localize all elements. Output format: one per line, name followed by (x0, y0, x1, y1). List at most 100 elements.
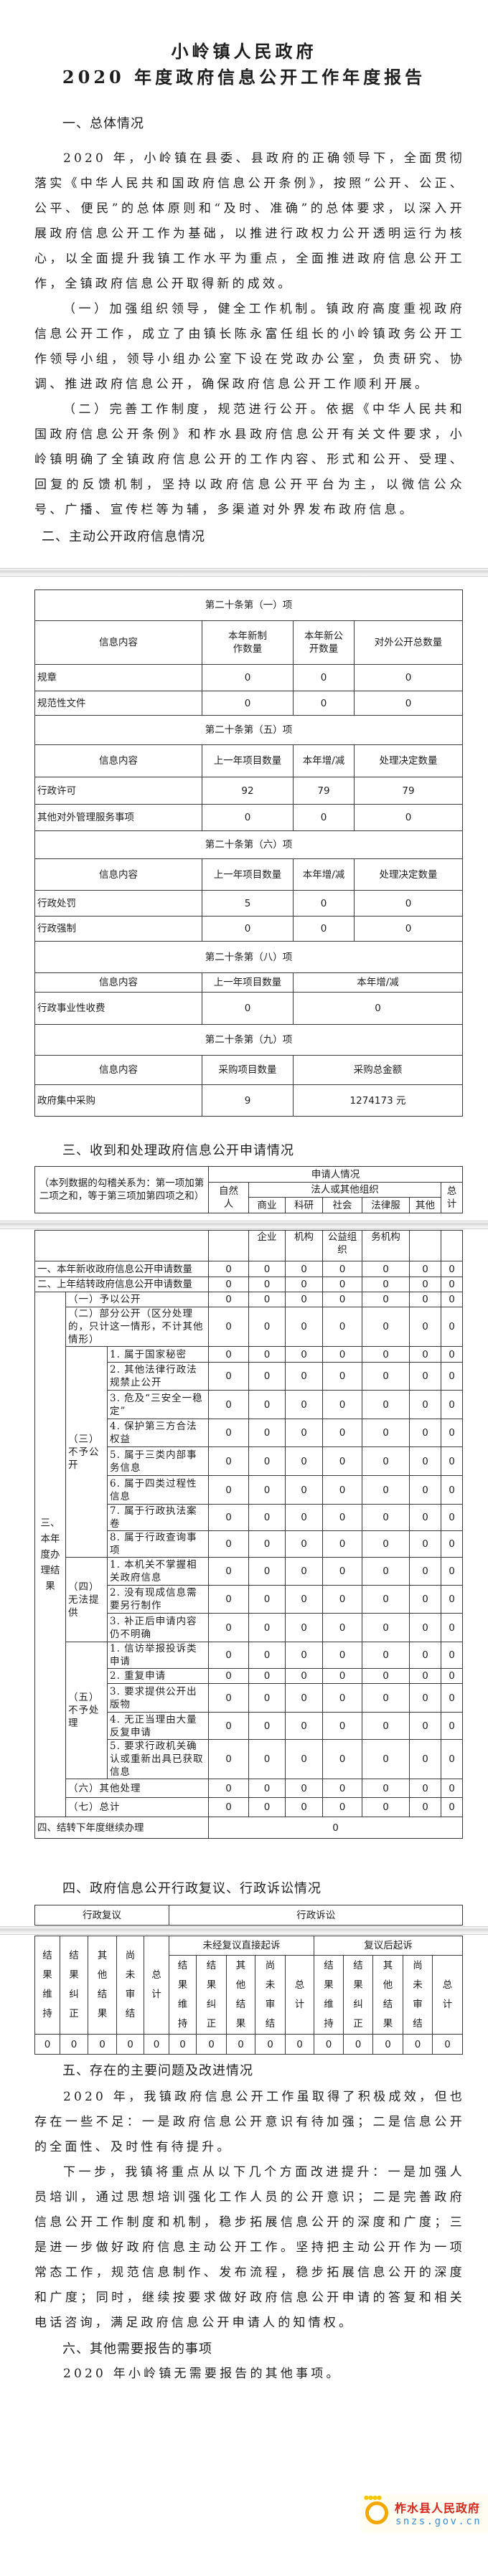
value-cell: 0 (208, 1585, 250, 1614)
value-cell: 0 (60, 2034, 88, 2055)
column-header: 总计 (144, 1936, 169, 2035)
column-header: 本年增/减 (293, 972, 463, 993)
value-cell: 0 (322, 1683, 363, 1713)
value-cell: 0 (208, 1642, 250, 1669)
column-header: 公益组织 (322, 1230, 363, 1261)
value-cell: 0 (248, 1585, 286, 1614)
value-cell: 0 (409, 1446, 442, 1476)
column-header: 行政诉讼 (169, 1905, 464, 1926)
column-header: 结果维持 (34, 1936, 60, 2035)
value-cell: 0 (362, 1613, 410, 1642)
value-cell: 9 (202, 1084, 294, 1117)
column-header: 未经复议直接起诉 (169, 1936, 314, 1956)
value-cell: 0 (322, 1446, 363, 1476)
value-cell: 0 (441, 1530, 464, 1558)
value-cell: 0 (409, 1346, 442, 1363)
value-cell: 79 (293, 777, 355, 805)
value-cell: 0 (248, 1779, 286, 1798)
table-row: 信息内容 本年新制作数量 本年新公开数量 对外公开总数量 (34, 620, 463, 665)
block-title: 第二十条第（一）项 (34, 589, 463, 621)
table-row: 其他对外管理服务事项 0 0 0 (34, 804, 463, 831)
value-cell: 0 (144, 2034, 169, 2055)
value-cell: 0 (362, 1557, 410, 1586)
column-header: 本年增/减 (293, 744, 355, 777)
value-cell: 0 (322, 1346, 363, 1363)
column-header: 本年新公开数量 (293, 620, 355, 665)
row-label: 8. 属于行政查询事项 (106, 1530, 210, 1558)
value-cell: 0 (441, 1683, 464, 1713)
value-cell: 0 (322, 1307, 363, 1347)
value-cell: 0 (431, 2034, 464, 2055)
row-label: 行政处罚 (34, 890, 202, 917)
value-cell: 0 (362, 1668, 410, 1684)
table-note: （本列数据的勾稽关系为：第一项加第二项之和，等于第三项加第四项之和） (34, 1166, 210, 1213)
value-cell: 0 (248, 1261, 286, 1277)
value-cell: 0 (202, 916, 294, 942)
table-row: 信息内容 上一年项目数量 本年增/减 处理决定数量 (34, 858, 463, 891)
block-title: 第二十条第（六）项 (34, 830, 463, 859)
table-cell (441, 1230, 464, 1261)
section6-paragraph: 2020 年小岭镇无需要报告的其他事项。 (63, 2367, 342, 2381)
value-cell: 0 (441, 1475, 464, 1505)
table-row: （本列数据的勾稽关系为：第一项加第二项之和，等于第三项加第四项之和） 申请人情况 (34, 1166, 464, 1213)
value-cell: 0 (441, 1504, 464, 1531)
table-row: 自然人 法人或其他组织 总计 (35, 1182, 464, 1213)
value-cell: 0 (362, 1362, 410, 1391)
row-label: 1. 本机关不掌握相关政府信息 (106, 1557, 210, 1586)
row-label: 行政强制 (34, 916, 202, 942)
table-row: （四）无法提供 1. 本机关不掌握相关政府信息 0 0 0 0 0 0 0 (35, 1557, 464, 1642)
value-cell: 0 (441, 1277, 464, 1292)
value-cell: 0 (285, 1419, 324, 1447)
value-cell: 0 (362, 1739, 410, 1779)
column-header: 复议后起诉 (313, 1936, 464, 1956)
value-cell: 0 (208, 1504, 250, 1531)
value-cell: 0 (202, 992, 294, 1025)
row-label: （七）总计 (65, 1797, 210, 1817)
value-cell: 0 (293, 691, 355, 716)
value-cell: 0 (248, 1642, 286, 1669)
value-cell: 0 (248, 1292, 286, 1307)
table-row: 5. 要求行政机关确认或重新出具已获取信息 0 0 0 0 0 0 0 (35, 1739, 464, 1779)
column-header: 结果纠正 (196, 1955, 227, 2035)
cell-text: 尚未审结 (125, 1950, 136, 2019)
value-cell: 0 (248, 1739, 286, 1779)
value-cell: 0 (208, 1475, 250, 1505)
column-header: 上一年项目数量 (202, 744, 294, 777)
column-header: 采购项目数量 (202, 1055, 294, 1085)
value-cell: 0 (322, 1668, 363, 1684)
cell-text: 结果纠正 (353, 1959, 363, 2030)
table-row: （五）不予处理 1. 信访举报投诉类申请 0 0 0 0 0 0 0 (35, 1642, 464, 1779)
table-row: 行政处罚 5 0 0 (34, 890, 463, 917)
value-cell: 0 (409, 1390, 442, 1419)
value-cell: 0 (441, 1797, 464, 1817)
section2-heading: 二、主动公开政府信息情况 (42, 529, 205, 544)
table-row: 2. 重复申请 0 0 0 0 0 0 0 (35, 1668, 464, 1684)
row-label: （一）予以公开 (65, 1292, 210, 1307)
row-label: 四、结转下年度继续办理 (34, 1817, 210, 1839)
table-row: 2. 没有现成信息需要另行制作 0 0 0 0 0 0 0 (35, 1585, 464, 1614)
value-cell: 0 (202, 804, 294, 831)
column-header: 结果纠正 (343, 1955, 373, 2035)
column-header: 结果维持 (314, 1955, 344, 2035)
value-cell: 0 (362, 1797, 410, 1817)
cell-text: 总计 (294, 1979, 305, 2010)
column-header: 信息内容 (34, 744, 202, 777)
column-header: 其他 (409, 1197, 442, 1213)
value-cell: 0 (322, 1292, 363, 1307)
column-header: 总计 (441, 1182, 464, 1213)
row-label: 3. 补正后申请内容仍不明确 (106, 1613, 210, 1642)
value-cell: 0 (248, 1475, 286, 1505)
value-cell: 0 (293, 804, 355, 831)
cell-text: 本年新公开数量 (304, 630, 343, 655)
column-header: 其他结果 (88, 1936, 117, 2035)
column-header: 行政复议 (34, 1905, 170, 1926)
table-cell (409, 1230, 442, 1261)
value-cell: 0 (202, 664, 294, 691)
value-cell: 0 (285, 1739, 324, 1779)
page-break-divider (0, 568, 488, 577)
value-cell: 0 (248, 1446, 286, 1476)
section1-paragraph: （一）加强组织领导，健全工作机制。镇政府高度重视政府信息公开工作，成立了由镇长陈… (34, 302, 465, 392)
cell-text: 其他结果 (235, 1959, 246, 2030)
